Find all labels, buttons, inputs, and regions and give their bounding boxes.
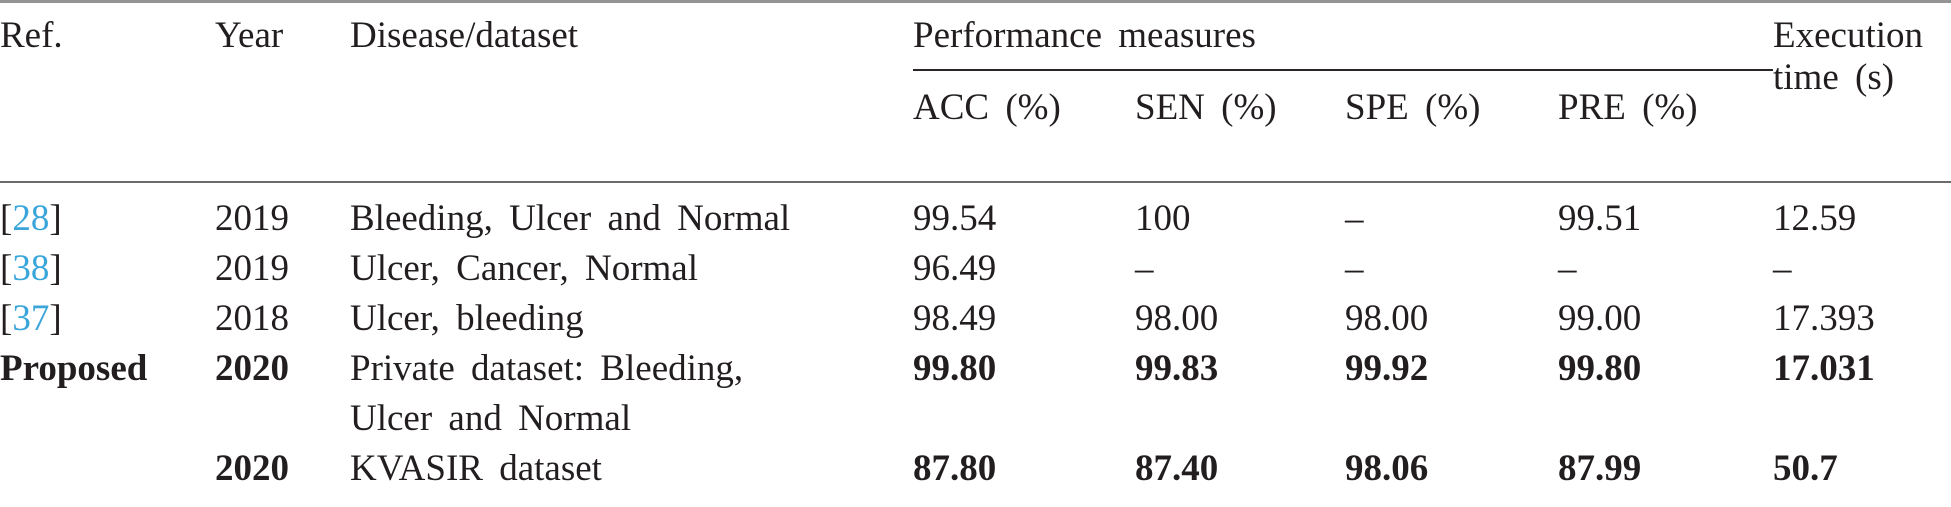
table-row: [28] 2019 Bleeding, Ulcer and Normal 99.… xyxy=(0,182,1951,244)
sen-cell: 100 xyxy=(1135,197,1191,239)
year-cell: 2019 xyxy=(215,247,289,289)
disease-line-1: Private dataset: Bleeding, xyxy=(350,347,744,389)
col-header-acc: ACC (%) xyxy=(913,86,1061,128)
disease-cell: Ulcer, bleeding xyxy=(350,297,584,339)
year-cell: 2020 xyxy=(215,347,289,389)
acc-cell: 99.54 xyxy=(913,197,997,239)
bracket-close: ] xyxy=(49,297,62,339)
citation-link-28[interactable]: 28 xyxy=(12,197,50,239)
execution-time-label-line1: Execution xyxy=(1773,15,1924,56)
exec-time-cell: 17.031 xyxy=(1773,347,1875,389)
disease-cell: Bleeding, Ulcer and Normal xyxy=(350,197,791,239)
ref-cell: [28] xyxy=(0,182,215,244)
ref-cell-proposed: Proposed xyxy=(0,347,148,389)
disease-cell: Ulcer, Cancer, Normal xyxy=(350,247,698,289)
bracket-open: [ xyxy=(0,247,13,289)
table-row: [38] 2019 Ulcer, Cancer, Normal 96.49 – … xyxy=(0,244,1951,294)
acc-cell: 99.80 xyxy=(913,347,997,389)
disease-line-2: Ulcer and Normal xyxy=(350,397,632,439)
bracket-open: [ xyxy=(0,197,13,239)
spe-cell: – xyxy=(1345,197,1364,239)
col-header-execution-time: Execution time (s) xyxy=(1773,2,1951,182)
col-header-pre: PRE (%) xyxy=(1558,86,1698,128)
exec-time-cell: 50.7 xyxy=(1773,447,1838,489)
pre-cell: 99.00 xyxy=(1558,297,1642,339)
citation-link-37[interactable]: 37 xyxy=(12,297,50,339)
sen-cell: 99.83 xyxy=(1135,347,1219,389)
execution-time-label-line2: time (s) xyxy=(1773,57,1895,98)
col-header-sen: SEN (%) xyxy=(1135,86,1277,128)
col-header-disease: Disease/dataset xyxy=(350,15,579,56)
col-header-spe: SPE (%) xyxy=(1345,86,1481,128)
ref-cell: [38] xyxy=(0,244,215,294)
pre-cell: 99.51 xyxy=(1558,197,1642,239)
acc-cell: 87.80 xyxy=(913,447,997,489)
disease-cell: KVASIR dataset xyxy=(350,447,602,489)
table-body: [28] 2019 Bleeding, Ulcer and Normal 99.… xyxy=(0,182,1951,507)
sen-cell: – xyxy=(1135,247,1154,289)
bracket-open: [ xyxy=(0,297,13,339)
bracket-close: ] xyxy=(49,197,62,239)
year-cell: 2018 xyxy=(215,297,289,339)
exec-time-cell: – xyxy=(1773,247,1792,289)
ref-cell: [37] xyxy=(0,294,215,344)
col-group-performance-measures: Performance measures xyxy=(913,1,1773,71)
pre-cell: 87.99 xyxy=(1558,447,1642,489)
year-cell: 2020 xyxy=(215,447,289,489)
col-header-year: Year xyxy=(215,15,284,56)
spe-cell: – xyxy=(1345,247,1364,289)
spe-cell: 99.92 xyxy=(1345,347,1429,389)
disease-cell: Private dataset: Bleeding, Ulcer and Nor… xyxy=(350,344,913,444)
bracket-close: ] xyxy=(49,247,62,289)
year-cell: 2019 xyxy=(215,197,289,239)
table-row-proposed: Proposed 2020 Private dataset: Bleeding,… xyxy=(0,344,1951,444)
acc-cell: 96.49 xyxy=(913,247,997,289)
acc-cell: 98.49 xyxy=(913,297,997,339)
spe-cell: 98.06 xyxy=(1345,447,1429,489)
pre-cell: – xyxy=(1558,247,1577,289)
table-header: Ref. Year Disease/dataset Performance me… xyxy=(0,1,1951,182)
table-row-proposed-kvasir: 2020 KVASIR dataset 87.80 87.40 98.06 87… xyxy=(0,444,1951,507)
sen-cell: 98.00 xyxy=(1135,297,1219,339)
sen-cell: 87.40 xyxy=(1135,447,1219,489)
table-row: [37] 2018 Ulcer, bleeding 98.49 98.00 98… xyxy=(0,294,1951,344)
exec-time-cell: 12.59 xyxy=(1773,197,1857,239)
ref-cell-empty xyxy=(0,444,215,507)
pre-cell: 99.80 xyxy=(1558,347,1642,389)
exec-time-cell: 17.393 xyxy=(1773,297,1875,339)
col-header-ref: Ref. xyxy=(0,15,63,56)
spe-cell: 98.00 xyxy=(1345,297,1429,339)
citation-link-38[interactable]: 38 xyxy=(12,247,50,289)
